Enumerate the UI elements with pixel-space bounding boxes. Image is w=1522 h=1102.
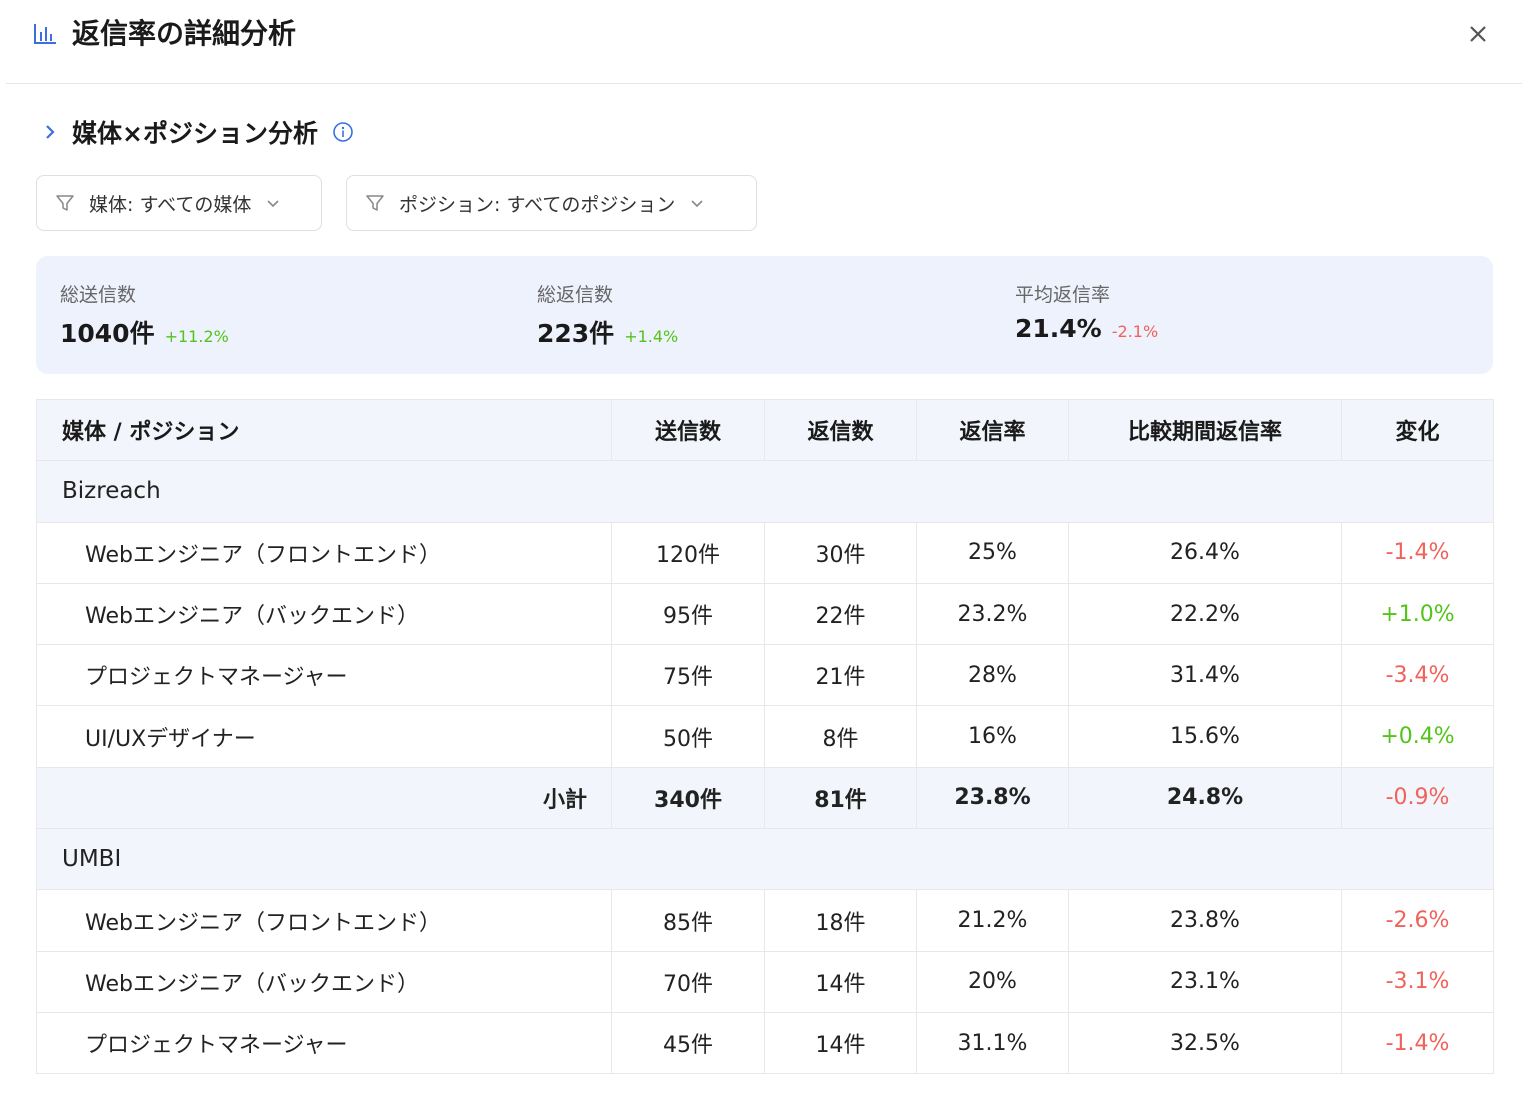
position-cell: Webエンジニア（バックエンド） [36,950,612,1013]
close-icon[interactable] [1462,18,1494,50]
chevron-right-icon [46,125,55,139]
replies-cell: 81件 [764,766,917,830]
table-row: プロジェクトマネージャー 75件 21件 28% 31.4% -3.4% [36,644,1494,707]
group-row: Bizreach [36,460,1494,523]
rate-cell: 25% [916,521,1069,584]
column-header[interactable]: 比較期間返信率 [1068,398,1342,462]
position-cell: プロジェクトマネージャー [36,1011,612,1075]
replies-cell: 14件 [764,1011,917,1075]
sent-cell: 70件 [611,950,765,1013]
rate-cell: 28% [916,644,1069,707]
replies-cell: 30件 [764,521,917,584]
compare-rate-cell: 26.4% [1068,521,1342,584]
column-header[interactable]: 変化 [1341,398,1494,462]
table-row: Webエンジニア（バックエンド） 70件 14件 20% 23.1% -3.1% [36,950,1494,1013]
subtotal-label: 小計 [36,766,612,830]
media-filter-label: 媒体: すべての媒体 [89,193,252,216]
sent-cell: 340件 [611,766,765,830]
replies-cell: 14件 [764,950,917,1013]
position-cell: Webエンジニア（フロントエンド） [36,521,612,584]
change-cell: -1.4% [1341,521,1494,584]
table-row: Webエンジニア（フロントエンド） 85件 18件 21.2% 23.8% -2… [36,889,1494,952]
replies-cell: 21件 [764,644,917,707]
table-row: Webエンジニア（バックエンド） 95件 22件 23.2% 22.2% +1.… [36,582,1494,646]
compare-rate-cell: 23.1% [1068,950,1342,1013]
compare-rate-cell: 31.4% [1068,644,1342,707]
sent-cell: 95件 [611,582,765,646]
subtotal-row: 小計 340件 81件 23.8% 24.8% -0.9% [36,766,1494,830]
chevron-down-icon [691,200,703,208]
replies-cell: 22件 [764,582,917,646]
stat-label: 総送信数 [60,284,137,306]
rate-cell: 23.8% [916,766,1069,830]
group-row: UMBI [36,828,1494,891]
stat-average-rate: 平均返信率 21.4% -2.1% [1015,282,1158,343]
change-cell: -3.1% [1341,950,1494,1013]
info-icon[interactable] [332,121,354,143]
rate-cell: 16% [916,705,1069,768]
compare-rate-cell: 32.5% [1068,1011,1342,1075]
stat-label: 総返信数 [537,284,614,306]
dialog-header: 返信率の詳細分析 [6,0,1522,84]
change-cell: -2.6% [1341,889,1494,952]
stat-delta: +11.2% [164,327,229,346]
section-title: 媒体×ポジション分析 [72,119,318,148]
stat-label: 平均返信率 [1015,284,1111,306]
group-name: Bizreach [36,460,1494,523]
column-header[interactable]: 媒体 / ポジション [36,398,612,462]
stat-delta: -2.1% [1111,322,1159,341]
position-cell: Webエンジニア（フロントエンド） [36,889,612,952]
chevron-down-icon [267,200,279,208]
analysis-table: 媒体 / ポジション 送信数 返信数 返信率 比較期間返信率 変化 Bizrea… [36,398,1494,1075]
replies-cell: 18件 [764,889,917,952]
rate-cell: 23.2% [916,582,1069,646]
filter-icon [56,195,74,211]
column-header[interactable]: 送信数 [611,398,765,462]
position-filter-dropdown[interactable]: ポジション: すべてのポジション [346,175,757,231]
replies-cell: 8件 [764,705,917,768]
rate-cell: 31.1% [916,1011,1069,1075]
position-cell: UI/UXデザイナー [36,705,612,768]
sent-cell: 45件 [611,1011,765,1075]
rate-cell: 20% [916,950,1069,1013]
change-cell: -3.4% [1341,644,1494,707]
sent-cell: 120件 [611,521,765,584]
table-header-row: 媒体 / ポジション 送信数 返信数 返信率 比較期間返信率 変化 [36,398,1494,462]
compare-rate-cell: 22.2% [1068,582,1342,646]
sent-cell: 50件 [611,705,765,768]
stat-value: 223件 [537,319,615,348]
stat-delta: +1.4% [624,327,679,346]
stat-value: 21.4% [1015,314,1102,343]
column-header[interactable]: 返信数 [764,398,917,462]
position-cell: プロジェクトマネージャー [36,644,612,707]
dialog-title: 返信率の詳細分析 [72,17,297,50]
summary-panel: 総送信数 1040件 +11.2% 総返信数 223件 +1.4% 平均返信率 21… [36,256,1493,374]
stat-value: 1040件 [60,319,155,348]
change-cell: -1.4% [1341,1011,1494,1075]
section-header[interactable]: 媒体×ポジション分析 [40,112,354,152]
filter-icon [366,195,384,211]
change-cell: +0.4% [1341,705,1494,768]
rate-cell: 21.2% [916,889,1069,952]
compare-rate-cell: 24.8% [1068,766,1342,830]
bar-chart-icon [34,24,56,44]
sent-cell: 85件 [611,889,765,952]
change-cell: -0.9% [1341,766,1494,830]
position-cell: Webエンジニア（バックエンド） [36,582,612,646]
stat-total-replies: 総返信数 223件 +1.4% [537,282,678,350]
stat-total-sent: 総送信数 1040件 +11.2% [60,282,229,350]
media-filter-dropdown[interactable]: 媒体: すべての媒体 [36,175,322,231]
sent-cell: 75件 [611,644,765,707]
column-header[interactable]: 返信率 [916,398,1069,462]
compare-rate-cell: 15.6% [1068,705,1342,768]
table-row: Webエンジニア（フロントエンド） 120件 30件 25% 26.4% -1.… [36,521,1494,584]
position-filter-label: ポジション: すべてのポジション [399,193,676,216]
compare-rate-cell: 23.8% [1068,889,1342,952]
change-cell: +1.0% [1341,582,1494,646]
group-name: UMBI [36,828,1494,891]
table-row: UI/UXデザイナー 50件 8件 16% 15.6% +0.4% [36,705,1494,768]
table-row: プロジェクトマネージャー 45件 14件 31.1% 32.5% -1.4% [36,1011,1494,1075]
